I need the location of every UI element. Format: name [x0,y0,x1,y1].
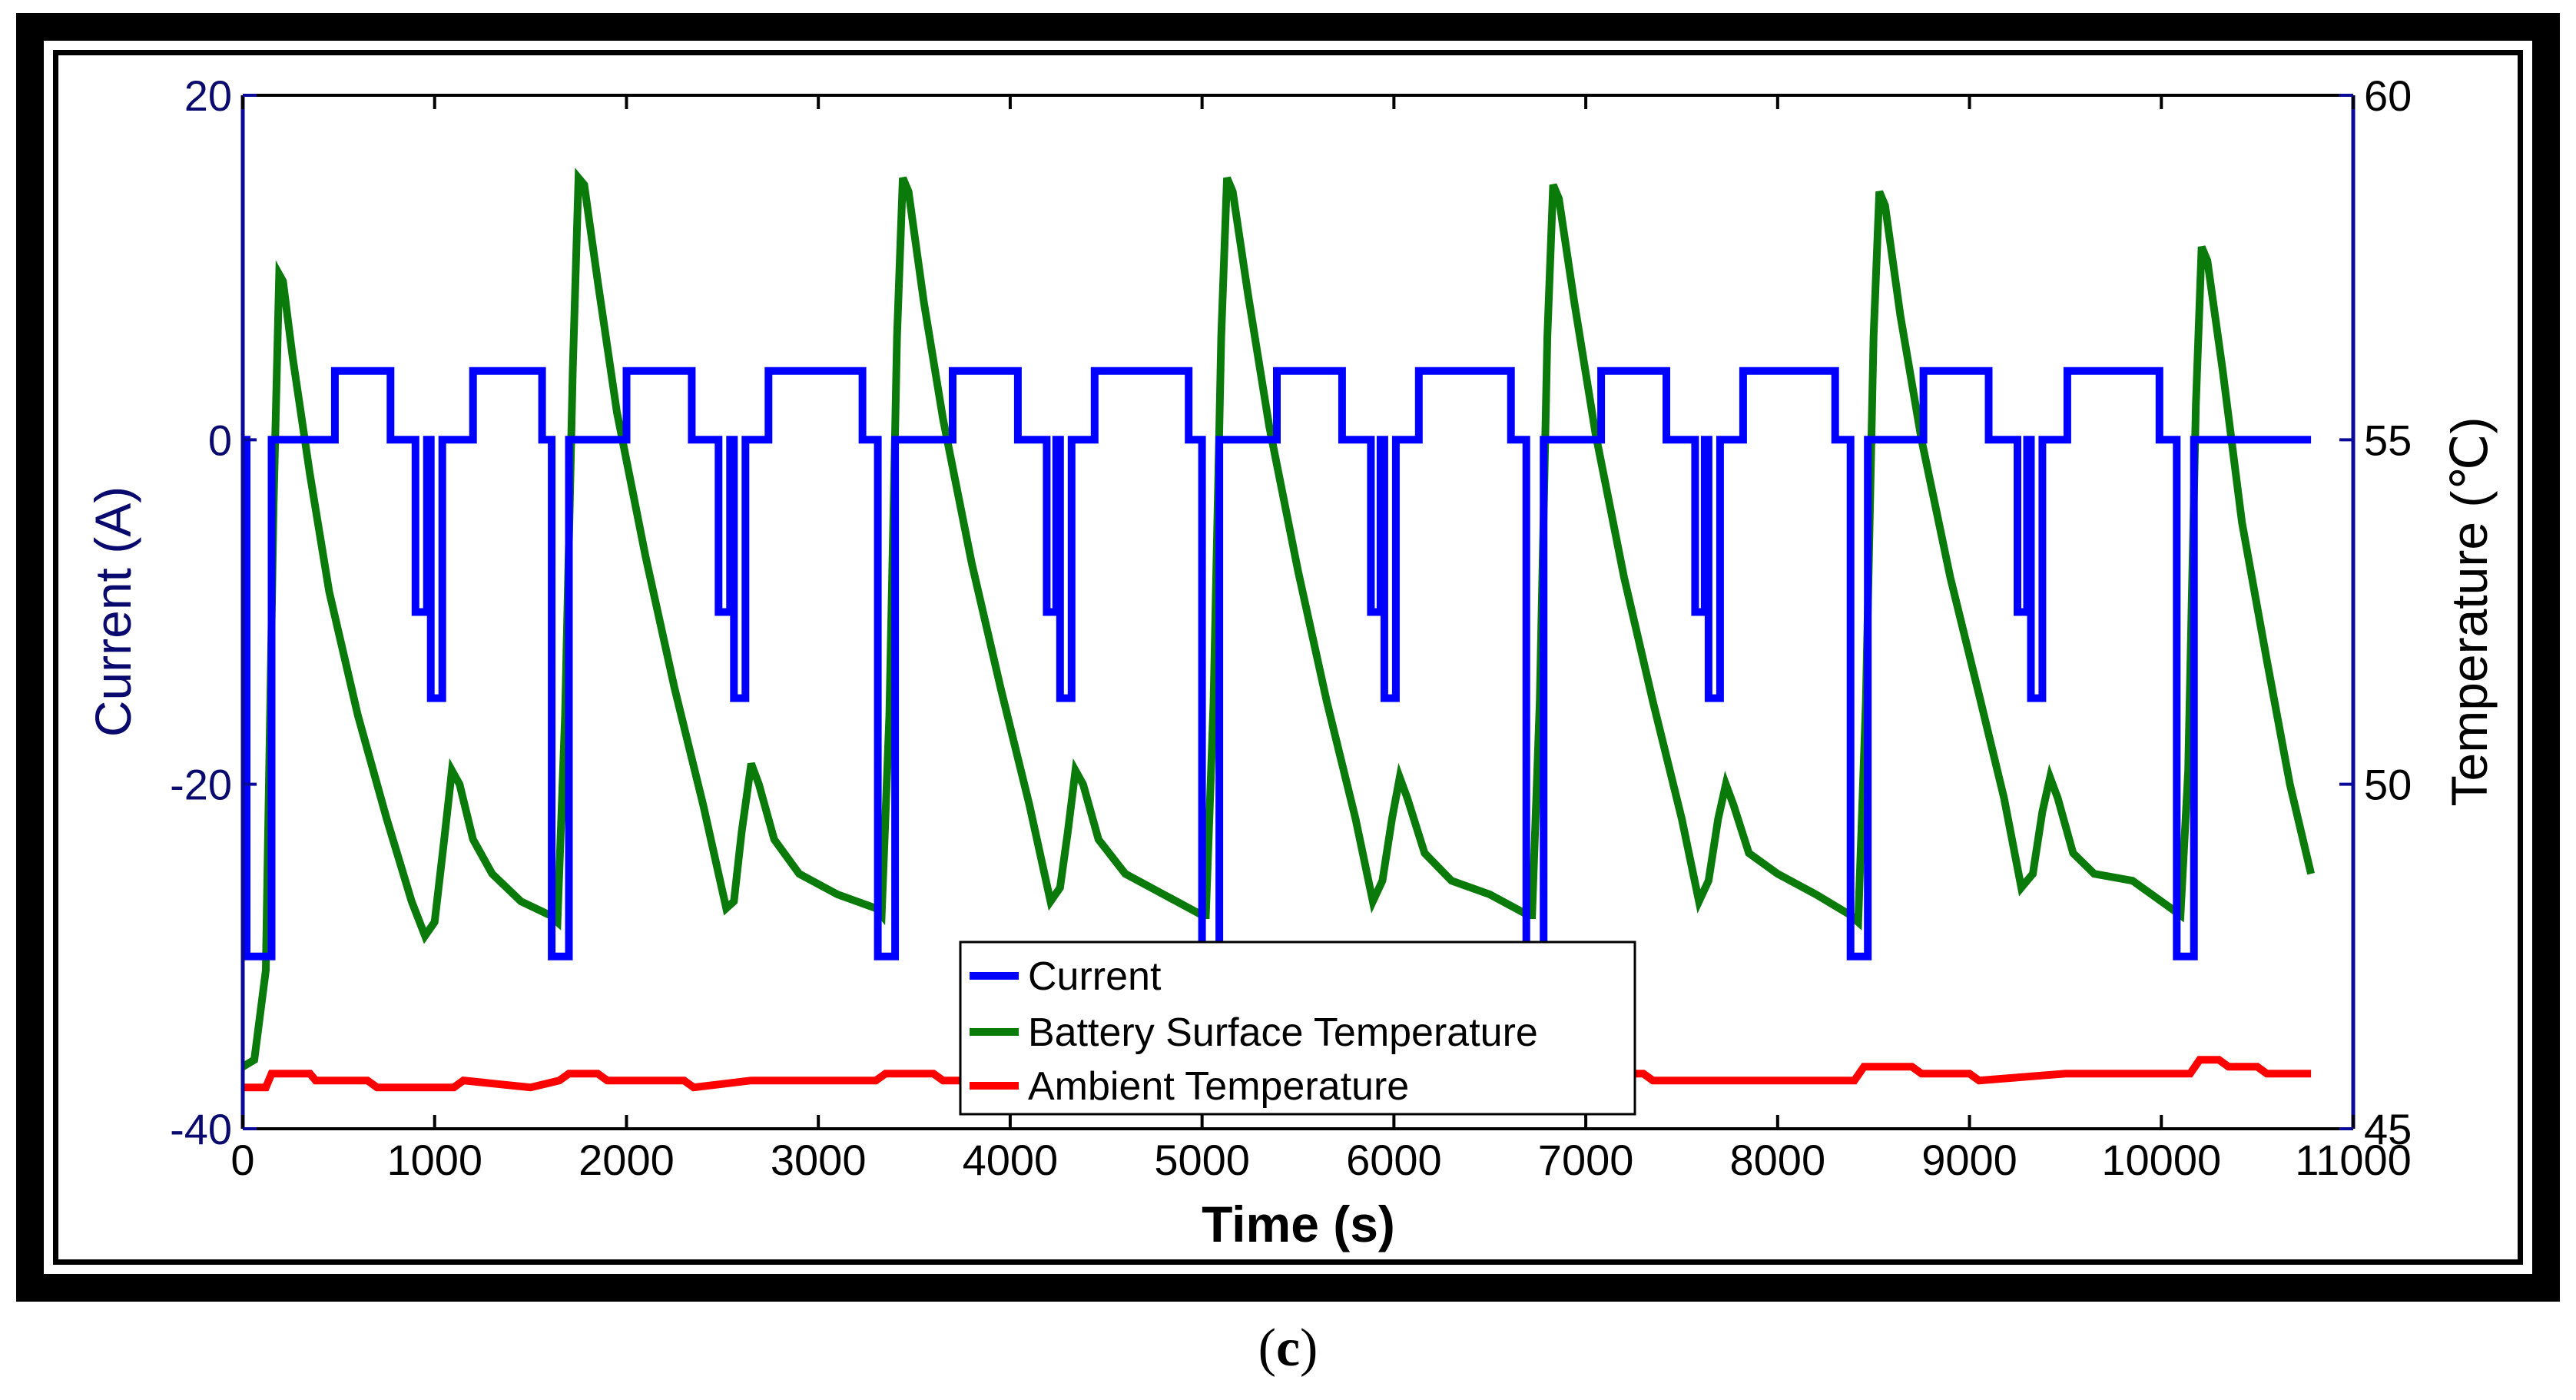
right-tick-label: 60 [2364,71,2412,120]
x-tick-label: 9000 [1921,1136,2017,1184]
x-tick-label: 5000 [1154,1136,1250,1184]
caption-letter: c [1275,1319,1301,1378]
right-tick-label: 45 [2364,1105,2412,1153]
left-tick-label: -20 [170,761,232,809]
legend: Current Battery Surface Temperature Ambi… [959,941,1636,1116]
x-tick-label: 6000 [1346,1136,1442,1184]
left-tick-label: 20 [184,71,232,120]
x-tick-label: 4000 [963,1136,1059,1184]
legend-label-battery: Battery Surface Temperature [1028,1010,1538,1055]
tick-layer: 0 1000 2000 3000 4000 5000 6000 7000 8000 9000 100… [170,71,2412,1184]
figure-caption: (c) [0,1318,2576,1379]
left-axis-title: Current (A) [85,486,141,737]
x-tick-label: 7000 [1538,1136,1634,1184]
caption-open: ( [1258,1319,1276,1378]
left-tick-label: -40 [170,1105,232,1153]
x-tick-label: 2000 [579,1136,675,1184]
legend-label-ambient: Ambient Temperature [1028,1064,1409,1109]
x-axis-title: Time (s) [1202,1196,1395,1252]
right-axis-title: Temperature (℃) [2441,417,2498,807]
x-tick-label: 0 [230,1136,254,1184]
x-tick-label: 8000 [1730,1136,1826,1184]
caption-close: ) [1300,1319,1318,1378]
x-tick-label: 3000 [771,1136,867,1184]
right-tick-label: 55 [2364,416,2412,464]
x-tick-label: 10000 [2101,1136,2221,1184]
x-tick-label: 11000 [2295,1136,2412,1184]
x-tick-label: 1000 [386,1136,482,1184]
left-tick-label: 0 [208,416,232,464]
series-line-battery-surface-temperature [240,168,2315,1070]
legend-label-current: Current [1028,954,1162,999]
right-tick-label: 50 [2364,761,2412,809]
legend-box [959,941,1636,1116]
